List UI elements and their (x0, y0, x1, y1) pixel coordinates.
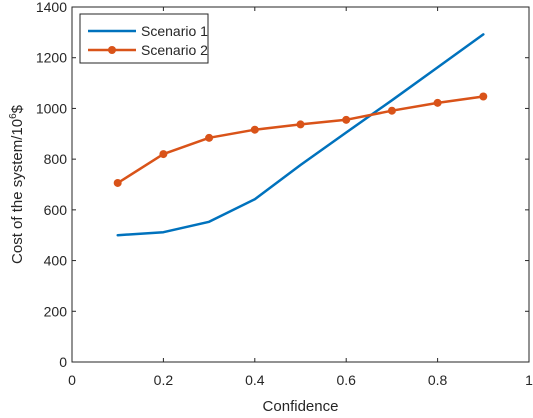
data-point-scenario-2 (113, 178, 122, 187)
y-tick-label: 1400 (36, 0, 67, 15)
plot-area (72, 7, 529, 362)
series-layer (113, 33, 488, 237)
data-point-scenario-2 (433, 98, 442, 107)
y-axis-label-main: Cost of the system/10 (9, 119, 26, 264)
y-tick-label: 1200 (36, 50, 67, 66)
y-tick-label: 400 (44, 253, 68, 269)
x-tick-label: 0.2 (154, 372, 174, 388)
x-axis-label: Confidence (263, 398, 339, 413)
data-point-scenario-2 (205, 133, 214, 142)
data-point-scenario-2 (296, 120, 305, 129)
legend: Scenario 1 Scenario 2 (79, 13, 209, 64)
legend-marker-scenario-2 (108, 46, 116, 54)
y-axis-label-suffix: $ (9, 104, 26, 113)
x-tick-label: 1 (525, 372, 533, 388)
x-tick-label: 0.6 (336, 372, 356, 388)
axes-box (71, 6, 530, 363)
x-axis-ticks: 0 0.2 0.4 0.6 0.8 1 (68, 7, 533, 388)
x-tick-label: 0.4 (245, 372, 265, 388)
data-point-scenario-2 (250, 125, 259, 134)
x-tick-label: 0.8 (428, 372, 448, 388)
data-point-scenario-2 (479, 92, 488, 101)
y-axis-label: Cost of the system/106$ (8, 104, 26, 264)
y-tick-label: 200 (44, 303, 68, 319)
legend-label-scenario-2: Scenario 2 (141, 42, 208, 58)
legend-box (79, 13, 209, 64)
data-point-scenario-2 (342, 115, 351, 124)
y-axis-label-superscript: 6 (8, 113, 19, 119)
y-tick-label: 800 (44, 151, 68, 167)
legend-label-scenario-1: Scenario 1 (141, 23, 208, 39)
data-point-scenario-2 (159, 150, 168, 159)
y-tick-label: 600 (44, 202, 68, 218)
x-tick-label: 0 (68, 372, 76, 388)
y-tick-label: 0 (59, 354, 67, 370)
y-tick-label: 1000 (36, 100, 67, 116)
series-line-scenario-1 (116, 33, 485, 237)
data-point-scenario-2 (387, 106, 396, 115)
